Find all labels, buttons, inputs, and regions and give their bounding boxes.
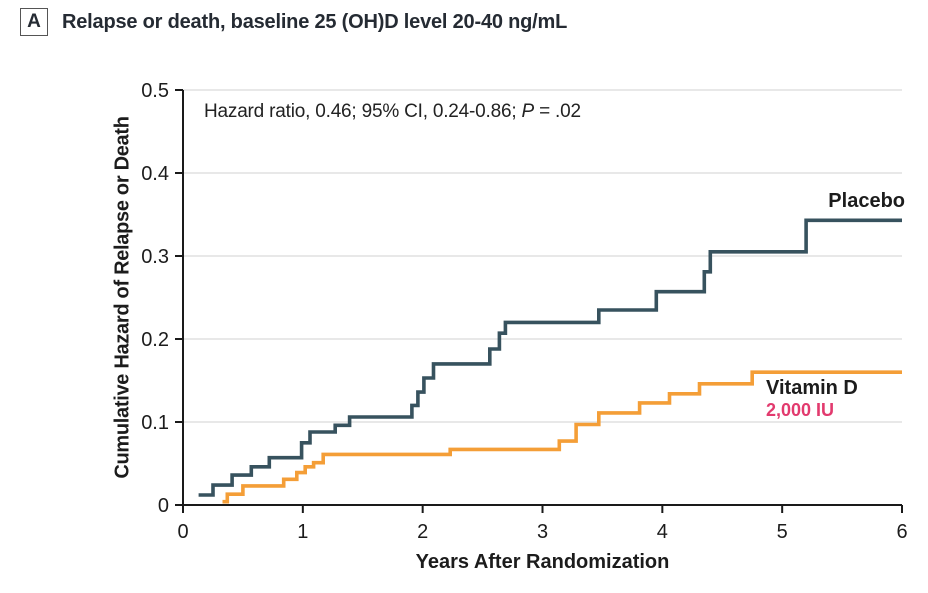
x-tick-label: 6 <box>896 521 907 543</box>
x-tick-label: 0 <box>177 521 188 543</box>
x-tick-label: 2 <box>417 521 428 543</box>
y-tick-label: 0.2 <box>141 329 169 351</box>
panel-title: Relapse or death, baseline 25 (OH)D leve… <box>62 10 568 33</box>
annotation-p-value: = .02 <box>533 101 581 122</box>
x-tick-label: 1 <box>297 521 308 543</box>
y-tick-label: 0.5 <box>141 80 169 102</box>
placebo-series-label: Placebo <box>828 190 905 212</box>
placebo-curve <box>198 218 902 497</box>
panel-header: A Relapse or death, baseline 25 (OH)D le… <box>20 8 567 36</box>
x-axis-title: Years After Randomization <box>415 551 670 573</box>
hazard-ratio-annotation: Hazard ratio, 0.46; 95% CI, 0.24-0.86; P… <box>204 101 581 123</box>
y-tick-label: 0.3 <box>141 246 169 268</box>
x-tick-label: 3 <box>537 521 548 543</box>
vitamin-d-dose-label: 2,000 IU <box>766 400 835 420</box>
x-tick-label: 5 <box>777 521 788 543</box>
vitamin-d-series-label: Vitamin D <box>766 377 858 399</box>
y-tick-label: 0.1 <box>141 412 169 434</box>
y-axis-title: Cumulative Hazard of Relapse or Death <box>111 116 134 479</box>
y-tick-label: 0 <box>158 495 169 517</box>
annotation-prefix: Hazard ratio, 0.46; 95% CI, 0.24-0.86; <box>204 101 522 122</box>
panel-letter-badge: A <box>20 8 48 36</box>
panel-letter: A <box>27 11 41 32</box>
annotation-p-symbol: P <box>521 101 535 122</box>
x-tick-label: 4 <box>657 521 668 543</box>
y-tick-label: 0.4 <box>141 163 169 185</box>
vitamin-d-curve <box>222 370 902 504</box>
